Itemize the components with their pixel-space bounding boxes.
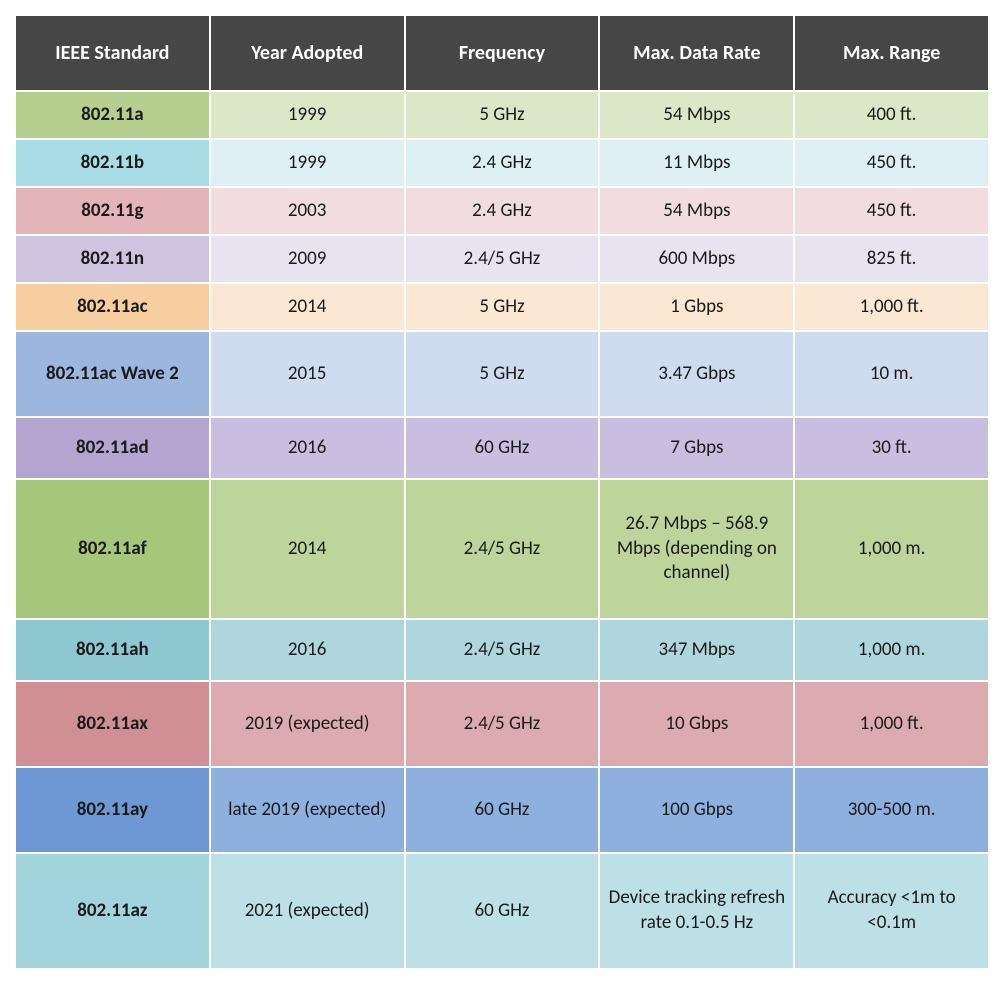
cell-7-1: 2014	[210, 479, 405, 619]
cell-1-1: 1999	[210, 139, 405, 187]
cell-11-2: 60 GHz	[405, 853, 600, 969]
cell-2-0: 802.11g	[15, 187, 210, 235]
table-row: 802.11n20092.4/5 GHz600 Mbps825 ft.	[15, 235, 989, 283]
table-row: 802.11az2021 (expected)60 GHzDevice trac…	[15, 853, 989, 969]
cell-9-1: 2019 (expected)	[210, 681, 405, 767]
cell-11-4: Accuracy <1m to <0.1m	[794, 853, 989, 969]
cell-1-2: 2.4 GHz	[405, 139, 600, 187]
col-header-1: Year Adopted	[210, 15, 405, 91]
table-row: 802.11af20142.4/5 GHz26.7 Mbps – 568.9 M…	[15, 479, 989, 619]
cell-5-4: 10 m.	[794, 331, 989, 417]
cell-11-0: 802.11az	[15, 853, 210, 969]
table-row: 802.11ah20162.4/5 GHz347 Mbps1,000 m.	[15, 619, 989, 681]
cell-9-2: 2.4/5 GHz	[405, 681, 600, 767]
cell-9-3: 10 Gbps	[599, 681, 794, 767]
cell-4-4: 1,000 ft.	[794, 283, 989, 331]
col-header-4: Max. Range	[794, 15, 989, 91]
col-header-2: Frequency	[405, 15, 600, 91]
cell-2-2: 2.4 GHz	[405, 187, 600, 235]
table-row: 802.11b19992.4 GHz11 Mbps450 ft.	[15, 139, 989, 187]
cell-2-4: 450 ft.	[794, 187, 989, 235]
cell-7-2: 2.4/5 GHz	[405, 479, 600, 619]
table-row: 802.11aylate 2019 (expected)60 GHz100 Gb…	[15, 767, 989, 853]
table-row: 802.11a19995 GHz54 Mbps400 ft.	[15, 91, 989, 139]
cell-3-1: 2009	[210, 235, 405, 283]
cell-8-1: 2016	[210, 619, 405, 681]
table-header-row: IEEE StandardYear AdoptedFrequencyMax. D…	[15, 15, 989, 91]
cell-8-3: 347 Mbps	[599, 619, 794, 681]
col-header-3: Max. Data Rate	[599, 15, 794, 91]
cell-5-2: 5 GHz	[405, 331, 600, 417]
cell-5-1: 2015	[210, 331, 405, 417]
cell-9-0: 802.11ax	[15, 681, 210, 767]
cell-10-2: 60 GHz	[405, 767, 600, 853]
cell-11-1: 2021 (expected)	[210, 853, 405, 969]
cell-8-0: 802.11ah	[15, 619, 210, 681]
cell-0-3: 54 Mbps	[599, 91, 794, 139]
cell-0-2: 5 GHz	[405, 91, 600, 139]
table-row: 802.11ad201660 GHz7 Gbps30 ft.	[15, 417, 989, 479]
cell-11-3: Device tracking refresh rate 0.1-0.5 Hz	[599, 853, 794, 969]
cell-5-0: 802.11ac Wave 2	[15, 331, 210, 417]
table-row: 802.11g20032.4 GHz54 Mbps450 ft.	[15, 187, 989, 235]
cell-3-3: 600 Mbps	[599, 235, 794, 283]
cell-4-3: 1 Gbps	[599, 283, 794, 331]
cell-0-1: 1999	[210, 91, 405, 139]
cell-5-3: 3.47 Gbps	[599, 331, 794, 417]
cell-1-3: 11 Mbps	[599, 139, 794, 187]
table-row: 802.11ac20145 GHz1 Gbps1,000 ft.	[15, 283, 989, 331]
cell-9-4: 1,000 ft.	[794, 681, 989, 767]
cell-10-1: late 2019 (expected)	[210, 767, 405, 853]
cell-2-3: 54 Mbps	[599, 187, 794, 235]
cell-6-1: 2016	[210, 417, 405, 479]
cell-4-1: 2014	[210, 283, 405, 331]
cell-1-4: 450 ft.	[794, 139, 989, 187]
col-header-0: IEEE Standard	[15, 15, 210, 91]
cell-4-0: 802.11ac	[15, 283, 210, 331]
table-row: 802.11ax2019 (expected)2.4/5 GHz10 Gbps1…	[15, 681, 989, 767]
cell-7-4: 1,000 m.	[794, 479, 989, 619]
cell-8-4: 1,000 m.	[794, 619, 989, 681]
cell-0-0: 802.11a	[15, 91, 210, 139]
cell-3-0: 802.11n	[15, 235, 210, 283]
cell-4-2: 5 GHz	[405, 283, 600, 331]
cell-6-3: 7 Gbps	[599, 417, 794, 479]
cell-0-4: 400 ft.	[794, 91, 989, 139]
cell-10-0: 802.11ay	[15, 767, 210, 853]
cell-10-4: 300-500 m.	[794, 767, 989, 853]
cell-10-3: 100 Gbps	[599, 767, 794, 853]
cell-6-4: 30 ft.	[794, 417, 989, 479]
cell-6-2: 60 GHz	[405, 417, 600, 479]
cell-7-3: 26.7 Mbps – 568.9 Mbps (depending on cha…	[599, 479, 794, 619]
cell-6-0: 802.11ad	[15, 417, 210, 479]
table-row: 802.11ac Wave 220155 GHz3.47 Gbps10 m.	[15, 331, 989, 417]
cell-3-2: 2.4/5 GHz	[405, 235, 600, 283]
cell-7-0: 802.11af	[15, 479, 210, 619]
cell-1-0: 802.11b	[15, 139, 210, 187]
cell-8-2: 2.4/5 GHz	[405, 619, 600, 681]
cell-2-1: 2003	[210, 187, 405, 235]
ieee-standards-table: IEEE StandardYear AdoptedFrequencyMax. D…	[14, 14, 990, 970]
cell-3-4: 825 ft.	[794, 235, 989, 283]
